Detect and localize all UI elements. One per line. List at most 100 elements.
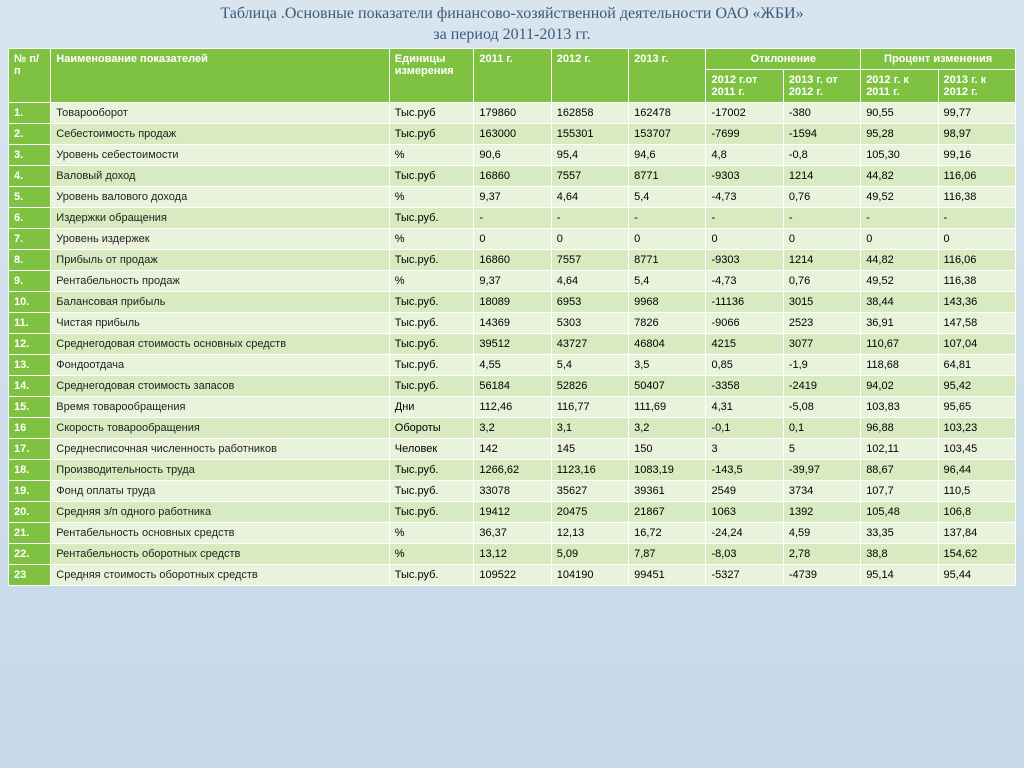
row-unit: Тыс.руб xyxy=(389,102,474,123)
row-name: Среднесписочная численность работников xyxy=(51,438,389,459)
row-dev2: -4739 xyxy=(783,564,860,585)
row-dev1: 1063 xyxy=(706,501,783,522)
row-number: 10. xyxy=(9,291,51,312)
row-2011: 33078 xyxy=(474,480,551,501)
row-2011: 163000 xyxy=(474,123,551,144)
row-pct1: 105,48 xyxy=(861,501,938,522)
row-number: 16 xyxy=(9,417,51,438)
row-name: Прибыль от продаж xyxy=(51,249,389,270)
row-2012: 7557 xyxy=(551,249,628,270)
row-pct2: 95,65 xyxy=(938,396,1015,417)
row-pct2: 64,81 xyxy=(938,354,1015,375)
table-row: 17.Среднесписочная численность работнико… xyxy=(9,438,1016,459)
table-header: № п/п Наименование показателей Единицы и… xyxy=(9,48,1016,102)
header-percent: Процент изменения xyxy=(861,48,1016,69)
row-2012: 5,09 xyxy=(551,543,628,564)
row-2011: 13,12 xyxy=(474,543,551,564)
row-2011: 179860 xyxy=(474,102,551,123)
row-number: 7. xyxy=(9,228,51,249)
row-dev2: - xyxy=(783,207,860,228)
row-pct2: 106,8 xyxy=(938,501,1015,522)
row-dev2: 0,76 xyxy=(783,186,860,207)
table-row: 19.Фонд оплаты трудаТыс.руб.330783562739… xyxy=(9,480,1016,501)
row-unit: Тыс.руб. xyxy=(389,564,474,585)
table-row: 1.ТоварооборотТыс.руб179860162858162478-… xyxy=(9,102,1016,123)
row-dev1: -143,5 xyxy=(706,459,783,480)
row-number: 11. xyxy=(9,312,51,333)
header-2012: 2012 г. xyxy=(551,48,628,102)
row-name: Производительность труда xyxy=(51,459,389,480)
row-dev1: -7699 xyxy=(706,123,783,144)
row-pct1: 110,67 xyxy=(861,333,938,354)
row-2012: 116,77 xyxy=(551,396,628,417)
table-row: 15.Время товарообращенияДни112,46116,771… xyxy=(9,396,1016,417)
row-pct1: 38,44 xyxy=(861,291,938,312)
row-2011: - xyxy=(474,207,551,228)
row-number: 6. xyxy=(9,207,51,228)
row-2011: 9,37 xyxy=(474,270,551,291)
table-row: 4.Валовый доходТыс.руб1686075578771-9303… xyxy=(9,165,1016,186)
row-unit: Тыс.руб. xyxy=(389,333,474,354)
row-unit: Дни xyxy=(389,396,474,417)
table-row: 6.Издержки обращенияТыс.руб.------- xyxy=(9,207,1016,228)
row-dev1: -11136 xyxy=(706,291,783,312)
row-unit: % xyxy=(389,522,474,543)
row-number: 2. xyxy=(9,123,51,144)
row-pct2: 137,84 xyxy=(938,522,1015,543)
row-name: Фонд оплаты труда xyxy=(51,480,389,501)
row-number: 17. xyxy=(9,438,51,459)
row-pct1: 107,7 xyxy=(861,480,938,501)
header-dev2: 2013 г. от 2012 г. xyxy=(783,69,860,102)
row-number: 9. xyxy=(9,270,51,291)
row-2013: 99451 xyxy=(629,564,706,585)
row-dev2: 3077 xyxy=(783,333,860,354)
row-pct2: 103,23 xyxy=(938,417,1015,438)
row-name: Среднегодовая стоимость основных средств xyxy=(51,333,389,354)
row-unit: % xyxy=(389,144,474,165)
row-2012: 43727 xyxy=(551,333,628,354)
row-pct1: 36,91 xyxy=(861,312,938,333)
row-dev2: -380 xyxy=(783,102,860,123)
table-row: 23Средняя стоимость оборотных средствТыс… xyxy=(9,564,1016,585)
row-2011: 109522 xyxy=(474,564,551,585)
row-2012: 12,13 xyxy=(551,522,628,543)
row-unit: Тыс.руб. xyxy=(389,480,474,501)
row-2011: 112,46 xyxy=(474,396,551,417)
row-number: 1. xyxy=(9,102,51,123)
row-2012: 155301 xyxy=(551,123,628,144)
row-2012: 104190 xyxy=(551,564,628,585)
row-2013: 9968 xyxy=(629,291,706,312)
row-pct2: 116,38 xyxy=(938,186,1015,207)
row-pct2: 110,5 xyxy=(938,480,1015,501)
row-2013: 111,69 xyxy=(629,396,706,417)
row-pct2: 95,42 xyxy=(938,375,1015,396)
table-row: 3.Уровень себестоимости%90,695,494,64,8-… xyxy=(9,144,1016,165)
row-pct1: 105,30 xyxy=(861,144,938,165)
row-name: Уровень себестоимости xyxy=(51,144,389,165)
row-2012: 6953 xyxy=(551,291,628,312)
row-unit: Тыс.руб. xyxy=(389,501,474,522)
row-pct1: 44,82 xyxy=(861,249,938,270)
row-pct2: 147,58 xyxy=(938,312,1015,333)
row-2013: 5,4 xyxy=(629,186,706,207)
row-2013: - xyxy=(629,207,706,228)
page-title: Таблица .Основные показатели финансово-х… xyxy=(0,0,1024,48)
header-dev1: 2012 г.от 2011 г. xyxy=(706,69,783,102)
row-pct2: 99,77 xyxy=(938,102,1015,123)
row-dev2: 0,1 xyxy=(783,417,860,438)
row-name: Уровень издержек xyxy=(51,228,389,249)
row-dev1: -9303 xyxy=(706,249,783,270)
row-2013: 162478 xyxy=(629,102,706,123)
row-2012: 35627 xyxy=(551,480,628,501)
row-dev1: 4,31 xyxy=(706,396,783,417)
header-unit: Единицы измерения xyxy=(389,48,474,102)
row-2012: 4,64 xyxy=(551,186,628,207)
row-name: Уровень валового дохода xyxy=(51,186,389,207)
row-2011: 39512 xyxy=(474,333,551,354)
row-pct2: 98,97 xyxy=(938,123,1015,144)
row-2013: 1083,19 xyxy=(629,459,706,480)
row-dev1: 4215 xyxy=(706,333,783,354)
row-unit: Тыс.руб. xyxy=(389,207,474,228)
row-pct2: 116,06 xyxy=(938,165,1015,186)
row-unit: Тыс.руб. xyxy=(389,312,474,333)
